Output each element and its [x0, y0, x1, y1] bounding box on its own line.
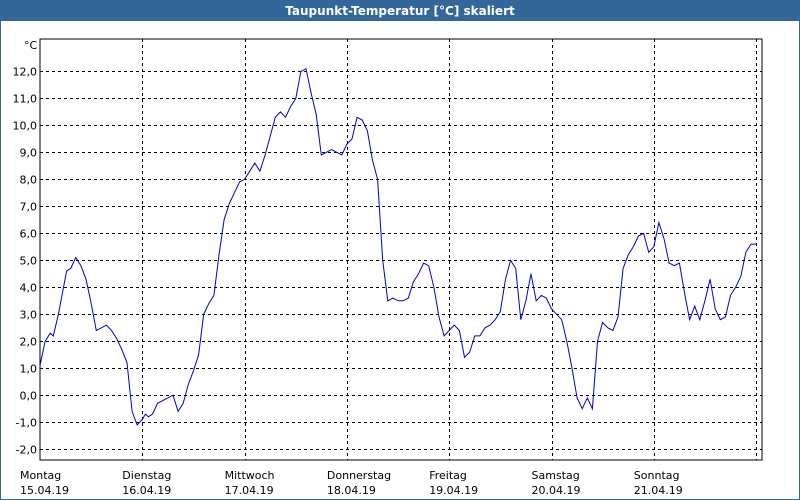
x-day-name: Samstag [532, 469, 580, 482]
chart-title: Taupunkt-Temperatur [°C] skaliert [1, 1, 799, 21]
plot-area-border [39, 38, 763, 461]
x-day-date: 21.04.19 [634, 484, 683, 497]
x-day-name: Donnerstag [327, 469, 391, 482]
y-tick-label: 3,0 [20, 309, 38, 322]
x-day-date: 19.04.19 [429, 484, 478, 497]
y-tick-label: 2,0 [20, 336, 38, 349]
y-tick-label: 1,0 [20, 363, 38, 376]
y-tick-label: 9,0 [20, 147, 38, 160]
x-day-name: Montag [20, 469, 61, 482]
y-tick-label: 8,0 [20, 174, 38, 187]
y-tick-labels: -2,0 -1,0 0,0 1,0 2,0 3,0 4,0 5,0 6,0 7,0 8,0 9,0 10… [13, 66, 38, 457]
y-tick-label: 12,0 [13, 66, 38, 79]
y-tick-label: 7,0 [20, 201, 38, 214]
y-tick-label: 10,0 [13, 120, 38, 133]
y-tick-label: 5,0 [20, 255, 38, 268]
y-tick-label: 4,0 [20, 282, 38, 295]
series-line [39, 67, 757, 426]
x-day-date: 20.04.19 [532, 484, 581, 497]
series-layer [39, 67, 757, 426]
x-day-name: Mittwoch [225, 469, 275, 482]
y-tick-label: -2,0 [16, 444, 37, 457]
grid-layer [40, 39, 762, 460]
x-day-date: 18.04.19 [327, 484, 376, 497]
x-day-labels: Montag 15.04.19 Dienstag 16.04.19 Mittwoch 17… [20, 469, 683, 497]
x-day-name: Dienstag [122, 469, 171, 482]
y-tick-label: 11,0 [13, 93, 38, 106]
y-tick-label: -1,0 [16, 417, 37, 430]
x-day-name: Sonntag [634, 469, 680, 482]
x-day-date: 15.04.19 [20, 484, 69, 497]
x-day-name: Freitag [429, 469, 467, 482]
y-tick-label: 0,0 [20, 390, 38, 403]
x-day-date: 17.04.19 [225, 484, 274, 497]
y-unit-label: °C [24, 39, 38, 52]
y-tick-label: 6,0 [20, 228, 38, 241]
x-day-date: 16.04.19 [122, 484, 171, 497]
